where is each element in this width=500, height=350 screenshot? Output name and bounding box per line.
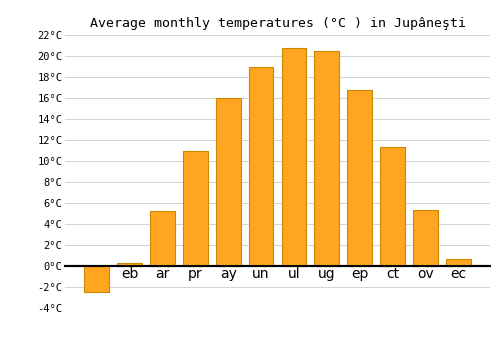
Bar [348, 90, 372, 266]
Bar [248, 66, 274, 266]
Bar [183, 150, 208, 266]
Bar [117, 263, 142, 266]
Bar [216, 98, 240, 266]
Bar [314, 51, 339, 266]
Bar [84, 266, 109, 292]
Bar [380, 147, 405, 266]
Title: Average monthly temperatures (°C ) in Jupâneşti: Average monthly temperatures (°C ) in Ju… [90, 17, 466, 30]
Bar [446, 259, 470, 266]
Bar [413, 210, 438, 266]
Bar [282, 48, 306, 266]
Bar [150, 211, 174, 266]
